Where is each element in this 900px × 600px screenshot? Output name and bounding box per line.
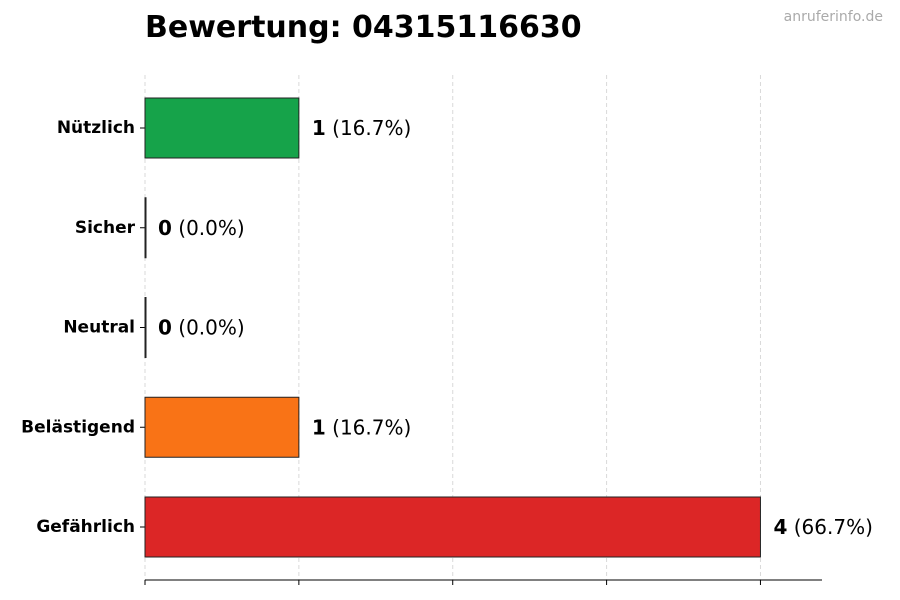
- bar: [144, 97, 300, 159]
- bar: [144, 496, 761, 558]
- bar: [144, 396, 300, 458]
- category-label: Belästigend: [21, 417, 135, 437]
- value-label: 1 (16.7%): [312, 116, 411, 140]
- bar: [144, 197, 147, 259]
- value-label: 0 (0.0%): [158, 216, 245, 240]
- watermark: anruferinfo.de: [783, 9, 883, 25]
- category-label: Nützlich: [57, 118, 135, 138]
- bar: [144, 297, 147, 358]
- value-label: 0 (0.0%): [158, 316, 245, 340]
- value-label: 1 (16.7%): [312, 415, 411, 439]
- chart-title: Bewertung: 04315116630: [145, 10, 582, 45]
- value-label: 4 (66.7%): [773, 515, 872, 539]
- category-label: Gefährlich: [36, 517, 135, 537]
- category-label: Neutral: [63, 318, 135, 338]
- category-label: Sicher: [75, 218, 136, 238]
